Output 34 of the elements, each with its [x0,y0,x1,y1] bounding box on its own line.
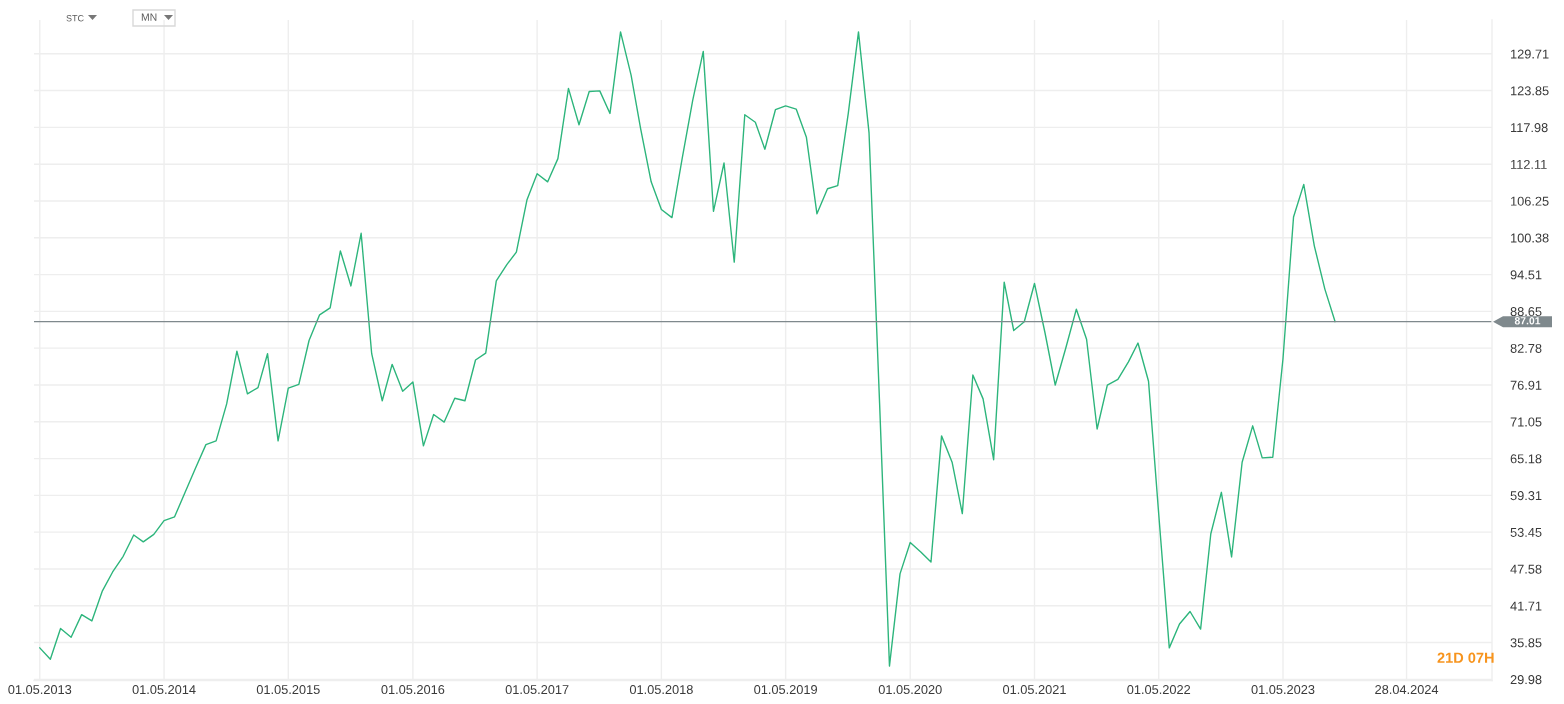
y-tick-label: 41.71 [1510,601,1542,611]
y-tick-label: 71.05 [1510,417,1542,427]
y-tick-label: 112.11 [1511,159,1547,169]
y-tick-label: 117.98 [1511,123,1548,133]
y-tick-label: 59.31 [1510,491,1542,501]
y-tick-label: 29.98 [1510,675,1542,685]
x-tick-label: 01.05.2020 [878,685,942,695]
y-tick-label: 106.25 [1511,196,1549,206]
x-tick-label: 01.05.2019 [754,685,818,695]
x-tick-label: 01.05.2015 [256,685,320,695]
x-tick-label: 01.05.2023 [1251,685,1315,695]
x-tick-label: 28.04.2024 [1375,685,1439,695]
y-tick-label: 47.58 [1510,564,1542,574]
annotation: 21D 07H [1437,652,1494,663]
y-tick-label: 123.85 [1511,86,1549,96]
x-tick-label: 01.05.2017 [505,685,569,695]
y-tick-label: 94.51 [1510,270,1542,280]
y-tick-label: 76.91 [1510,380,1542,390]
y-tick-label: 53.45 [1510,527,1542,537]
x-tick-label: 01.05.2018 [629,685,693,695]
x-tick-label: 01.05.2022 [1127,685,1191,695]
y-tick-label: 82.78 [1510,343,1542,353]
annotation: STC [66,15,84,22]
ref-line-label: 87.01 [1514,317,1541,325]
y-tick-label: 35.85 [1510,638,1542,648]
x-tick-label: 01.05.2014 [132,685,196,695]
annotation: MN [141,13,157,21]
y-tick-label: 129.71 [1511,49,1549,59]
x-tick-label: 01.05.2021 [1003,685,1066,695]
y-tick-label: 88.65 [1510,307,1542,317]
x-tick-label: 01.05.2016 [381,685,445,695]
x-tick-label: 01.05.2013 [8,685,72,695]
y-tick-label: 65.18 [1510,454,1542,464]
y-tick-label: 100.38 [1511,233,1549,243]
